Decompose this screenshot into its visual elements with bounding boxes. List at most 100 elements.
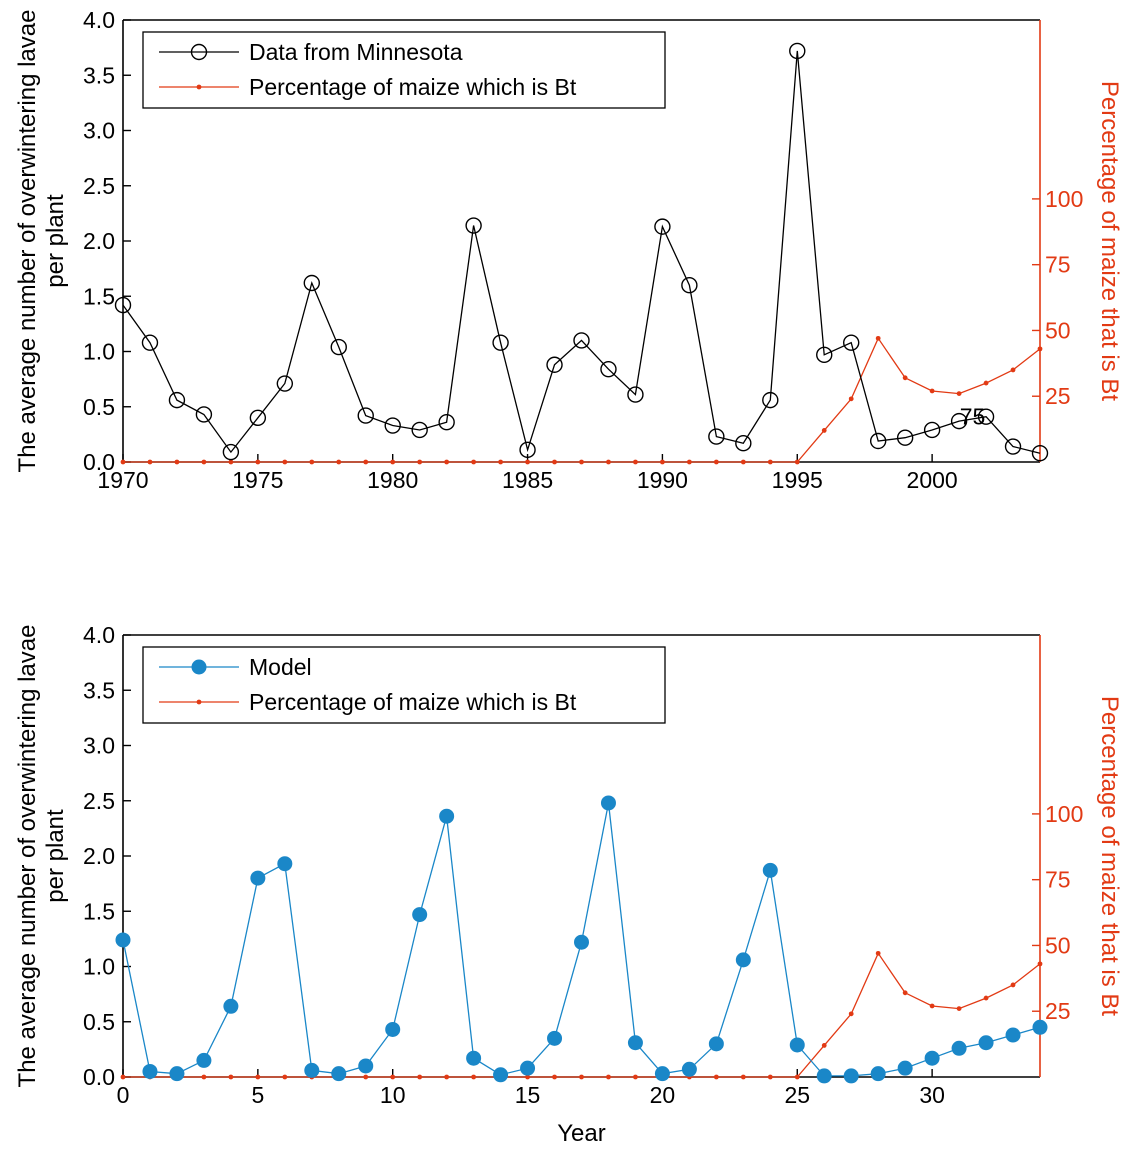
minnesota-data-point (411, 421, 428, 439)
model-data-point (493, 1067, 509, 1083)
bt-percentage-point (740, 1074, 746, 1080)
bt-percentage-point (363, 1074, 369, 1080)
model-data-point (816, 1068, 832, 1084)
bt-percentage-point (309, 459, 315, 465)
x-tick-label: 1990 (637, 467, 688, 493)
legend-marker-main (191, 659, 207, 675)
minnesota-data-point (573, 332, 590, 349)
x-tick-label: 15 (515, 1082, 541, 1108)
minnesota-data-point (762, 391, 779, 409)
x-tick-label: 20 (650, 1082, 676, 1108)
minnesota-data-point (492, 334, 509, 351)
bt-percentage-point (282, 1074, 288, 1080)
bt-percentage-point (1037, 346, 1043, 352)
x-tick-label: 30 (919, 1082, 945, 1108)
bt-percentage-point (713, 459, 719, 465)
y2-tick-label: 75 (1045, 252, 1071, 278)
model-data-point (1032, 1019, 1048, 1035)
model-data-point (897, 1060, 913, 1076)
bt-percentage-point (606, 1074, 611, 1080)
x-tick-label: 0 (117, 1082, 130, 1108)
y-tick-label: 1.5 (83, 283, 115, 309)
y2-tick-label: 25 (1045, 998, 1071, 1024)
bt-percentage-point (875, 950, 881, 956)
legend-label-main: Data from Minnesota (249, 39, 463, 65)
model-data-point (304, 1062, 320, 1078)
x-tick-label: 1995 (772, 467, 823, 493)
minnesota-data-point (303, 274, 320, 292)
y-tick-label: 0.5 (83, 394, 115, 420)
bt-percentage-point (390, 459, 396, 465)
bt-percentage-point (606, 459, 611, 465)
minnesota-data-point (869, 432, 887, 450)
bt-percentage-point (498, 459, 503, 465)
minnesota-data-point (1004, 438, 1022, 455)
model-data-point (439, 808, 455, 824)
y-tick-label: 2.5 (83, 788, 115, 814)
bt-percentage-point (767, 1074, 773, 1080)
minnesota-data-point (816, 346, 833, 364)
bt-percentage-point (471, 1074, 477, 1080)
bt-percentage-point (552, 1074, 557, 1080)
bt-percentage-point (633, 459, 638, 465)
minnesota-data-point (114, 296, 132, 314)
model-data-point (385, 1021, 401, 1037)
chart-bottom-panel: 0.0 0.5 1.0 1.5 2.0 2.5 3.0 3.5 4.0 0 5 10 15 20 25 30 2… (14, 622, 1123, 1147)
bt-percentage-point (902, 375, 908, 381)
y-axis-title: The average number of overwintering lava… (14, 10, 69, 473)
model-data-point (277, 856, 293, 872)
y2-axis-title: Percentage of maize that is Bt (1096, 81, 1123, 402)
bt-percentage-point (120, 459, 126, 465)
bt-percentage-point (417, 459, 423, 465)
model-data-point (574, 934, 589, 950)
minnesota-data-point (923, 421, 941, 439)
bt-percentage-point (228, 1074, 234, 1080)
x-tick-label: 10 (380, 1082, 406, 1108)
bt-percentage-point (579, 1074, 584, 1080)
y-tick-label: 1.0 (83, 339, 115, 365)
model-data-point (223, 998, 239, 1014)
model-data-point (600, 795, 616, 811)
minnesota-data-point (681, 277, 698, 294)
bt-percentage-point (821, 1043, 827, 1048)
y-tick-label: 1.0 (83, 954, 115, 980)
model-data-point (250, 870, 266, 886)
bt-percentage-point (983, 995, 989, 1001)
bt-percentage-point (902, 990, 908, 996)
y2-axis-title: Percentage of maize that is Bt (1096, 696, 1123, 1017)
bt-percentage-point (525, 459, 530, 465)
bt-percentage-point (848, 396, 854, 402)
bt-percentage-point (821, 428, 827, 433)
legend-marker-main (190, 43, 208, 61)
minnesota-data-point (384, 417, 401, 434)
minnesota-data-point (249, 409, 267, 426)
y-tick-label: 0.0 (83, 1064, 115, 1090)
bt-percentage-point (525, 1074, 530, 1080)
bt-percentage-point (767, 459, 773, 465)
bt-percentage-point (255, 459, 261, 465)
model-data-point (735, 952, 751, 968)
model-data-point (142, 1063, 158, 1079)
legend-marker-bt (196, 84, 202, 90)
minnesota-data-point (195, 406, 213, 423)
y-tick-label: 1.5 (83, 898, 115, 924)
model-data-point (169, 1066, 185, 1082)
bt-percentage-point (1037, 961, 1043, 967)
bt-percentage-point (201, 459, 207, 465)
minnesota-data-point (141, 334, 159, 351)
minnesota-data-point (276, 375, 294, 392)
bt-percentage-point (686, 459, 692, 465)
y2-tick-label: 50 (1045, 932, 1071, 958)
model-data-point (412, 907, 428, 923)
minnesota-data-point (168, 391, 186, 409)
y-tick-label: 3.0 (83, 118, 115, 144)
bt-percentage-point (929, 1003, 935, 1009)
legend-marker-bt (196, 699, 202, 705)
bt-percentage-point (363, 459, 369, 465)
x-tick-label: 5 (251, 1082, 264, 1108)
y2-tick-label: 25 (1045, 383, 1071, 409)
overlap-annotation: 75 (960, 404, 986, 430)
minnesota-data-point (330, 338, 347, 356)
y-tick-label: 3.5 (83, 62, 115, 88)
legend-label-bt: Percentage of maize which is Bt (249, 689, 577, 715)
